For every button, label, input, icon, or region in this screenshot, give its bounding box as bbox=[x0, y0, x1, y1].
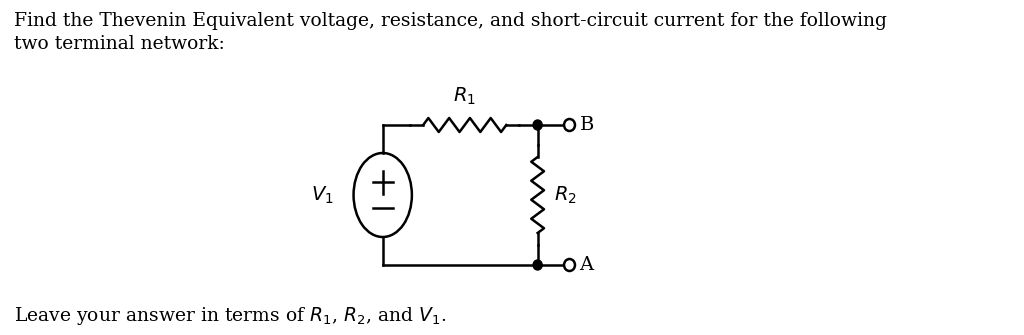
Text: $R_1$: $R_1$ bbox=[454, 86, 476, 107]
Text: Find the Thevenin Equivalent voltage, resistance, and short-circuit current for : Find the Thevenin Equivalent voltage, re… bbox=[13, 12, 887, 30]
Text: $V_1$: $V_1$ bbox=[311, 184, 334, 206]
Text: $R_2$: $R_2$ bbox=[554, 184, 577, 206]
Circle shape bbox=[534, 120, 542, 130]
Circle shape bbox=[564, 119, 575, 131]
Text: two terminal network:: two terminal network: bbox=[13, 35, 224, 53]
Text: A: A bbox=[580, 256, 594, 274]
Circle shape bbox=[564, 259, 575, 271]
Text: B: B bbox=[580, 116, 594, 134]
Circle shape bbox=[534, 260, 542, 270]
Text: Leave your answer in terms of $R_1$, $R_2$, and $V_1$.: Leave your answer in terms of $R_1$, $R_… bbox=[13, 305, 445, 327]
